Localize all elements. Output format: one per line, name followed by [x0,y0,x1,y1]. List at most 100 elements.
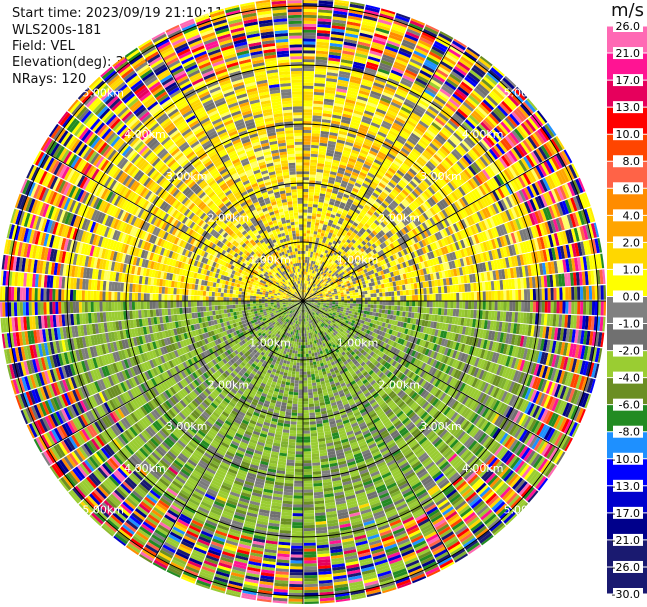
range-gate [465,167,475,178]
range-gate [464,99,476,110]
range-gate [492,88,505,100]
range-gate [361,182,369,189]
range-gate [380,179,388,187]
range-gate [364,307,368,311]
range-gate [591,301,596,316]
range-gate [388,301,392,306]
range-gate [322,113,332,118]
range-gate [421,222,428,230]
range-gate [355,52,368,59]
range-gate [455,146,465,157]
range-gate [325,191,332,196]
range-gate [311,286,315,290]
range-gate [359,87,371,94]
range-gate [322,110,333,115]
range-gate [331,192,338,198]
range-gate [308,242,312,246]
range-gate [414,47,428,57]
range-gate [364,9,379,16]
range-gate [435,307,439,315]
range-gate [382,247,388,254]
range-gate [312,204,318,208]
range-gate [391,98,403,107]
range-gate [574,301,578,315]
range-gate [306,283,308,287]
range-gate [305,277,307,281]
range-gate [304,286,306,290]
range-gate [403,36,418,45]
range-gate [469,69,483,81]
range-gate [449,285,454,293]
range-gate [419,36,434,46]
range-gate [323,101,334,106]
range-gate [387,132,397,140]
range-gate [398,132,409,140]
range-gate [380,97,391,104]
range-gate [553,154,563,169]
range-gate [307,284,310,288]
range-gate [457,144,467,155]
range-gate [359,187,366,194]
range-gate [334,150,343,156]
range-gate [319,142,328,147]
range-gate [440,60,454,71]
range-gate [354,289,359,293]
range-gate [529,115,541,129]
range-gate [305,271,308,275]
range-gate [400,164,409,173]
range-gate [309,281,312,285]
range-gate [450,191,459,201]
range-gate [382,200,390,207]
range-gate [311,242,316,247]
range-gate [453,132,463,142]
range-gate [355,292,359,296]
range-gate [486,94,499,107]
range-gate [385,112,396,120]
range-gate [518,159,528,172]
range-gate [433,193,442,202]
range-gate [379,99,390,107]
range-gate [391,66,405,75]
range-gate [334,97,346,102]
range-gate [357,249,363,255]
range-gate [339,124,349,130]
range-gate [409,58,423,67]
range-gate [331,117,341,122]
range-gate [341,116,352,122]
range-gate [426,287,430,294]
range-gate [324,89,336,94]
range-gate [334,99,345,105]
range-gate [326,72,339,77]
range-gate [397,134,407,143]
range-gate [373,82,385,89]
range-gate [348,253,354,258]
range-gate [455,63,469,74]
range-gate [428,81,441,91]
range-gate [324,274,328,278]
range-gate [339,185,346,191]
range-gate [347,221,353,227]
range-gate [338,204,345,210]
range-gate [342,149,351,155]
range-gate [532,288,537,301]
range-gate [309,174,316,178]
range-gate [408,213,415,221]
range-gate [379,13,394,21]
range-gate [338,73,350,79]
range-gate [379,125,390,133]
range-gate [393,186,402,194]
range-gate [370,297,374,301]
range-gate [344,144,353,150]
range-gate [353,262,358,268]
range-gate [373,159,383,166]
range-gate [312,115,322,120]
range-gate [307,251,311,255]
range-gate [468,191,477,202]
range-gate [352,306,356,310]
range-gate [355,295,359,298]
range-gate [556,287,560,300]
range-gate [307,281,310,285]
range-gate [453,38,467,48]
range-gate [334,181,341,186]
range-gate [309,177,316,181]
